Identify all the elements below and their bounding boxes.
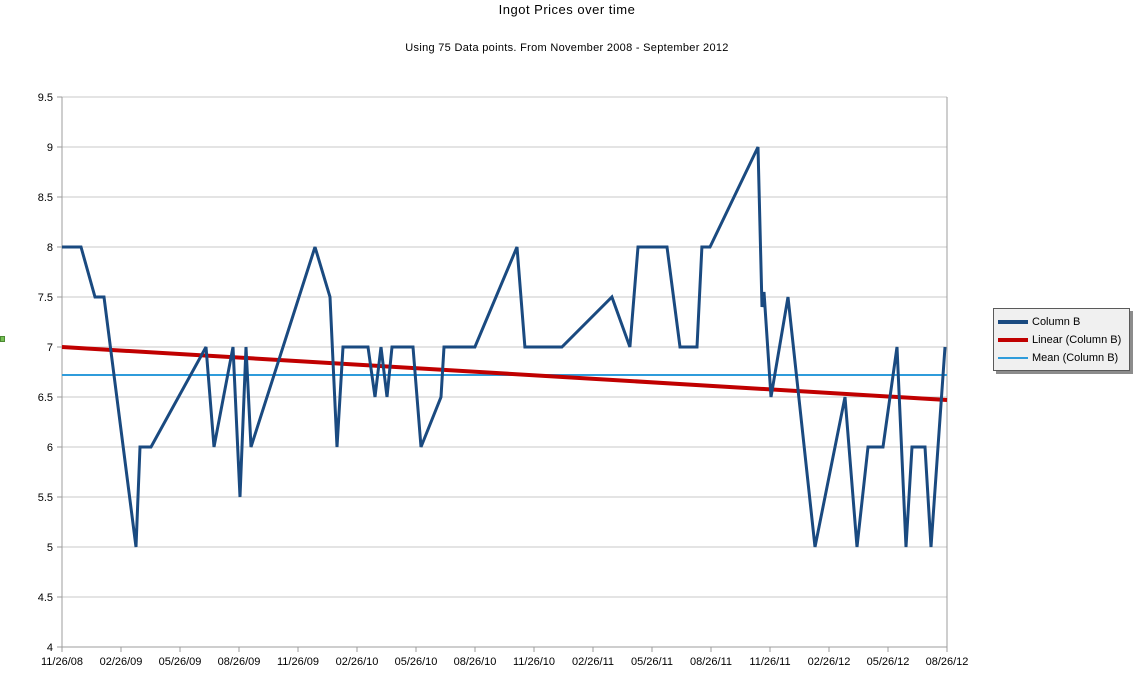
x-axis-label: 05/26/10	[395, 656, 438, 668]
series-column-b-line	[62, 146, 947, 548]
chart-title: Ingot Prices over time	[498, 2, 636, 17]
y-axis-label: 6.5	[38, 392, 53, 404]
y-axis-label: 5	[47, 542, 53, 554]
x-axis-label: 02/26/11	[572, 656, 614, 668]
y-axis-label: 5.5	[38, 492, 53, 504]
x-axis-label: 02/26/10	[336, 656, 379, 668]
selection-handle[interactable]	[0, 336, 5, 342]
y-axis-label: 9.5	[38, 92, 53, 104]
legend-label: Linear (Column B)	[1032, 334, 1122, 346]
x-axis-label: 11/26/08	[41, 656, 83, 668]
y-axis-label: 9	[47, 142, 53, 154]
chart-subtitle: Using 75 Data points. From November 2008…	[405, 42, 729, 54]
y-axis-label: 7.5	[38, 292, 53, 304]
legend-label: Mean (Column B)	[1032, 352, 1119, 364]
y-axis-label: 6	[47, 442, 53, 454]
y-axis-label: 8.5	[38, 192, 53, 204]
y-axis-label: 8	[47, 242, 53, 254]
x-axis-label: 02/26/12	[808, 656, 851, 668]
x-axis-label: 08/26/09	[218, 656, 261, 668]
y-axis-label: 4.5	[38, 592, 53, 604]
legend-item-mean[interactable]: Mean (Column B)	[994, 349, 1129, 367]
x-axis-label: 11/26/11	[749, 656, 790, 668]
trend-line	[61, 345, 948, 402]
y-axis-label: 7	[47, 342, 53, 354]
x-axis-label: 08/26/10	[454, 656, 497, 668]
x-axis-label: 08/26/12	[926, 656, 969, 668]
series-color-swatch	[998, 320, 1028, 324]
x-axis-label: 08/26/11	[690, 656, 732, 668]
legend-item-linear[interactable]: Linear (Column B)	[994, 331, 1129, 349]
x-axis-label: 05/26/11	[631, 656, 673, 668]
series-color-swatch	[998, 338, 1028, 342]
series-color-swatch	[998, 357, 1028, 359]
legend[interactable]: Column B Linear (Column B) Mean (Column …	[993, 308, 1130, 371]
legend-label: Column B	[1032, 316, 1081, 328]
x-axis-label: 05/26/09	[159, 656, 202, 668]
legend-item-column-b[interactable]: Column B	[994, 313, 1129, 331]
x-axis-label: 05/26/12	[867, 656, 910, 668]
x-axis-label: 11/26/09	[277, 656, 319, 668]
x-axis-label: 11/26/10	[513, 656, 555, 668]
x-axis-label: 02/26/09	[100, 656, 143, 668]
y-axis-label: 4	[47, 642, 53, 654]
